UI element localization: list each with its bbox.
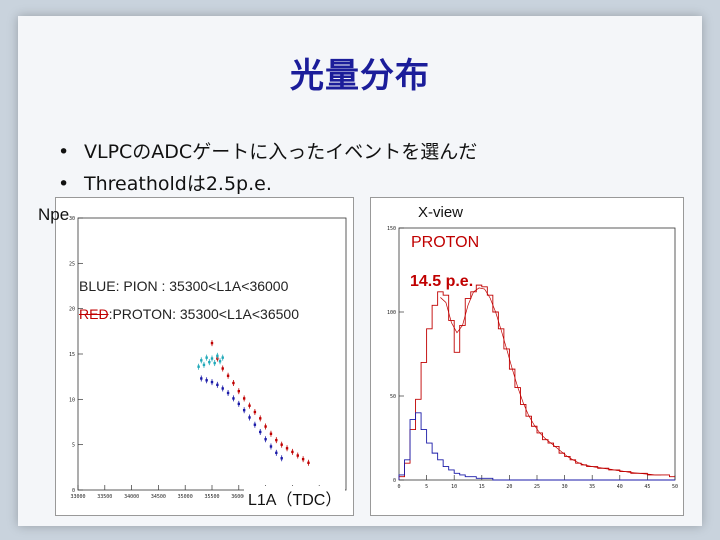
data-point	[202, 363, 206, 367]
y-tick-label: 25	[69, 261, 75, 267]
legend-proton: RED:PROTON: 35300<L1A<36500	[79, 306, 299, 322]
data-point	[213, 361, 216, 365]
data-point	[285, 447, 289, 450]
x-tick-label: 35000	[178, 494, 193, 500]
data-point	[218, 360, 222, 363]
data-point	[280, 443, 283, 446]
data-point	[259, 417, 262, 420]
data-point	[200, 377, 203, 380]
data-point	[205, 356, 208, 359]
x-tick-label: 35	[589, 484, 595, 490]
data-point	[248, 416, 251, 419]
data-point	[232, 381, 235, 385]
histogram-series	[398, 284, 675, 480]
data-point	[232, 397, 235, 400]
data-point	[242, 397, 246, 400]
y-tick-label: 0	[393, 478, 396, 484]
plot-frame	[398, 227, 676, 481]
bullet-dot: •	[58, 141, 70, 163]
x-tick-label: 34500	[151, 494, 166, 500]
data-point	[226, 374, 230, 377]
legend-red-text: :PROTON: 35300<L1A<36500	[108, 306, 299, 322]
l1a-axis-label: L1A（TDC）	[244, 486, 346, 510]
data-point	[221, 356, 224, 359]
data-point	[200, 359, 203, 362]
data-point	[216, 354, 219, 358]
legend-pion: BLUE: PION : 35300<L1A<36000	[79, 278, 289, 294]
profile-plot: 0 5 10 15 20 25 30 33000 33500 34000 34500 35000 355…	[69, 216, 347, 500]
histogram-series	[398, 412, 675, 481]
profile-plot-panel: 0 5 10 15 20 25 30 33000 33500 34000 34500 35000 355…	[55, 197, 354, 516]
data-point	[208, 360, 211, 364]
x-tick-label: 10	[451, 484, 457, 490]
data-point	[264, 438, 267, 441]
x-tick-label: 40	[617, 484, 623, 490]
data-point	[242, 409, 246, 412]
data-point	[301, 457, 305, 461]
x-tick-label: 20	[506, 484, 512, 490]
bullet-list: • VLPCのADCゲートに入ったイベントを選んだ • Threatholdは2.5…	[58, 136, 477, 200]
data-point	[253, 410, 257, 414]
x-tick-label: 15	[479, 484, 485, 490]
x-tick-label: 0	[397, 484, 400, 490]
x-tick-label: 33000	[70, 494, 85, 500]
proton-label: PROTON	[411, 234, 480, 251]
data-point	[269, 445, 273, 448]
legend-red-word: RED	[79, 306, 109, 322]
y-tick-label: 15	[69, 352, 75, 358]
data-point	[210, 357, 214, 360]
plot-frame	[77, 217, 347, 491]
data-point	[280, 457, 283, 460]
pe-value-label: 14.5 p.e.	[410, 273, 474, 290]
data-point	[248, 404, 251, 407]
data-point	[296, 454, 299, 457]
y-tick-label: 50	[390, 394, 396, 400]
bullet-dot: •	[58, 173, 70, 195]
data-point	[226, 391, 230, 395]
x-tick-label: 25	[534, 484, 540, 490]
y-tick-label: 5	[72, 443, 75, 449]
data-point	[216, 383, 219, 387]
x-tick-label: 35500	[204, 494, 219, 500]
data-point	[237, 389, 240, 393]
y-tick-label: 0	[72, 488, 75, 494]
histogram-panel: 0 50 100 150 0 5 10 15 20 25 30 35 40 45 50	[370, 197, 684, 516]
data-point	[205, 379, 208, 382]
fit-curve	[440, 287, 662, 476]
data-point	[221, 387, 224, 390]
slide-title: 光量分布	[290, 56, 430, 96]
y-tick-label: 30	[69, 216, 75, 222]
npe-axis-label: Npe	[38, 205, 70, 224]
data-point	[269, 432, 273, 435]
bullet-text: VLPCのADCゲートに入ったイベントを選んだ	[84, 141, 478, 163]
x-tick-label: 5	[425, 484, 428, 490]
x-tick-label: 30	[562, 484, 568, 490]
data-point	[259, 430, 262, 434]
xview-label: X-view	[418, 204, 464, 221]
y-tick-label: 20	[69, 307, 75, 313]
data-point	[210, 341, 214, 345]
data-point	[210, 380, 214, 384]
y-tick-label: 10	[69, 397, 75, 403]
data-point	[253, 423, 257, 426]
x-tick-label: 34000	[124, 494, 139, 500]
x-tick-label: 45	[644, 484, 650, 490]
y-tick-label: 100	[387, 310, 396, 316]
bullet-text: Threatholdは2.5p.e.	[84, 173, 272, 195]
data-point	[275, 451, 278, 455]
data-point	[197, 365, 200, 368]
data-point	[264, 425, 267, 428]
x-tick-label: 50	[672, 484, 678, 490]
npe-histogram: 0 50 100 150 0 5 10 15 20 25 30 35 40 45 50	[387, 226, 678, 490]
data-point	[221, 367, 224, 370]
data-point	[237, 402, 240, 406]
data-point	[275, 438, 278, 442]
bullet-item: • Threatholdは2.5p.e.	[58, 168, 477, 200]
x-tick-label: 33500	[97, 494, 112, 500]
x-tick-label: 36000	[231, 494, 246, 500]
data-point	[307, 461, 310, 464]
y-tick-label: 150	[387, 226, 396, 232]
bullet-item: • VLPCのADCゲートに入ったイベントを選んだ	[58, 136, 477, 168]
data-point	[291, 450, 294, 454]
